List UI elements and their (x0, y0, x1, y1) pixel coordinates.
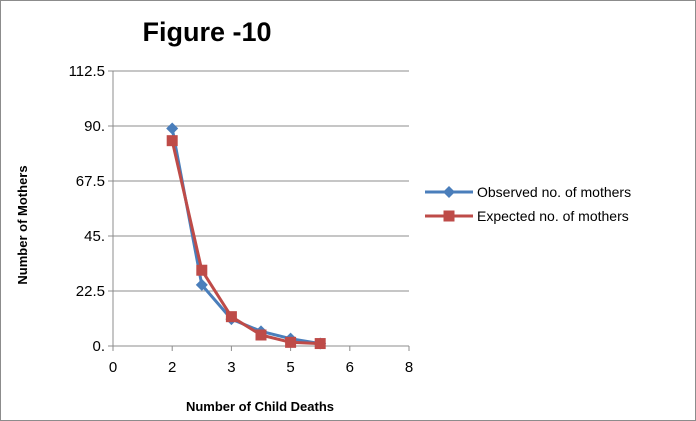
expected-point (285, 336, 297, 348)
y-tick-label: 0. (92, 338, 105, 355)
expected-point (314, 338, 326, 350)
y-tick-label: 67.5 (76, 173, 105, 190)
chart-title: Figure -10 (142, 17, 271, 47)
x-tick-label: 6 (346, 359, 354, 376)
legend-entry-1: Observed no. of mothers (477, 184, 631, 200)
x-axis-label: Number of Child Deaths (186, 399, 334, 414)
data-series (166, 122, 327, 350)
x-tick-label: 0 (109, 359, 117, 376)
x-tick-label: 8 (405, 359, 413, 376)
expected-point (196, 264, 208, 276)
y-tick-label: 22.5 (76, 283, 105, 300)
expected-point (255, 329, 267, 341)
x-tick-label: 2 (168, 359, 176, 376)
legend: Observed no. of mothers Expected no. of m… (425, 184, 631, 224)
y-tick-label: 45. (84, 228, 105, 245)
expected-point (166, 135, 178, 147)
y-tick-label: 90. (84, 118, 105, 135)
legend-marker-square (443, 210, 455, 222)
legend-entry-2: Expected no. of mothers (477, 208, 629, 224)
observed-point (195, 278, 208, 291)
observed-point (166, 122, 179, 135)
axes (108, 70, 410, 351)
x-tick-label: 5 (286, 359, 294, 376)
expected-point (225, 311, 237, 323)
x-tick-label: 3 (227, 359, 235, 376)
y-axis-label: Number of Mothers (15, 165, 30, 284)
gridlines (113, 70, 409, 292)
y-tick-label: 112.5 (69, 63, 105, 80)
legend-marker-diamond (443, 186, 455, 198)
tick-labels: 0. 22.5 45. 67.5 90. 112.5 0 2 3 5 6 8 (69, 63, 414, 376)
series-line-2 (170, 140, 321, 346)
